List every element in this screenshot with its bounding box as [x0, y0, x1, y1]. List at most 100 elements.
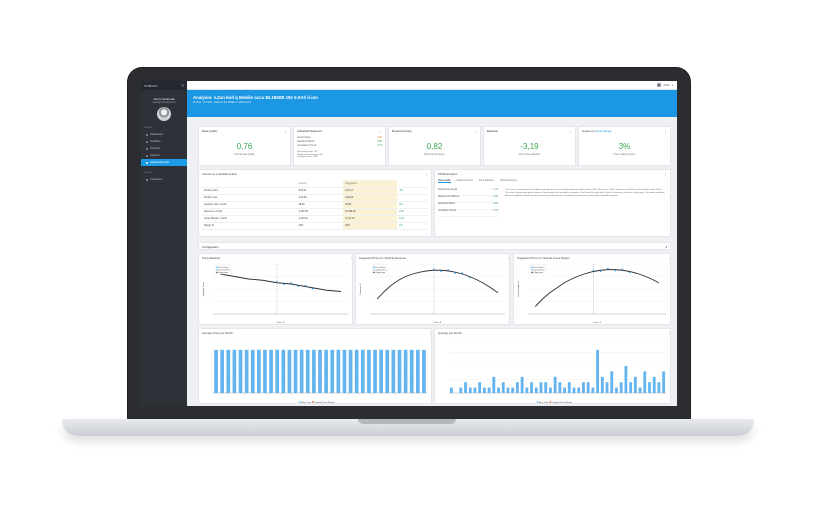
- sidebar-item-products[interactable]: Products: [141, 145, 187, 152]
- kpi-link[interactable]: Gross Margin: [595, 129, 612, 133]
- y-axis-label: Revenue, $: [360, 283, 362, 295]
- chevron-down-icon[interactable]: ▾: [671, 83, 673, 87]
- bar: [643, 371, 647, 393]
- col-header: Suggested: [343, 180, 398, 188]
- bar: [379, 349, 383, 393]
- analysis-icon: [146, 154, 148, 157]
- more-icon[interactable]: ⋮: [569, 129, 572, 133]
- tab-data-quality[interactable]: Data Quality: [438, 180, 451, 183]
- regression-line: [220, 273, 341, 292]
- more-icon[interactable]: ⋮: [664, 129, 667, 133]
- revenue-chart: Suggested Price for Optimal Revenue ⋮ Pric…: [359, 256, 510, 324]
- bar: [624, 366, 628, 393]
- bar: [534, 387, 538, 393]
- topbar-user[interactable]: Artan: [663, 83, 670, 87]
- bar: [515, 382, 519, 393]
- margin-chart: Suggested Price for Optimal Gross Margin…: [517, 256, 671, 324]
- chart-title: Suggested Price for Optimal Gross Margin: [517, 256, 570, 260]
- bar: [422, 349, 426, 393]
- more-icon[interactable]: ⋮: [668, 331, 671, 335]
- tab-model-accuracy[interactable]: Model Accuracy: [456, 180, 473, 182]
- chart-title: Suggested Price for Optimal Revenue: [359, 256, 406, 260]
- more-icon[interactable]: ⋮: [350, 256, 353, 260]
- legend-label: Price Points: [376, 266, 386, 269]
- data-point: [311, 288, 314, 290]
- measure-value: 0,79: [377, 144, 382, 147]
- user-email: trader@company.com: [152, 101, 176, 104]
- sidebar-item-label: Variables: [150, 140, 161, 143]
- configuration-title: Configuration: [202, 245, 219, 249]
- kpi-title: Model Accuracy: [392, 129, 412, 133]
- more-icon[interactable]: ⋮: [379, 129, 382, 133]
- bar: [567, 382, 571, 393]
- legend-label: Regression: [376, 271, 386, 274]
- analysis-results-icon: [146, 161, 148, 164]
- laptop-notch: [358, 419, 456, 424]
- user-panel: Artan Cankimak trader@company.com: [141, 90, 187, 121]
- measure-rows: Good history 0,60 Statistical Model 0,86 C…: [297, 136, 382, 159]
- x-axis-label: Price, $: [434, 321, 442, 324]
- kpi-list-value: 0,94: [493, 196, 498, 198]
- table-cell: 4,90,08: [296, 194, 344, 202]
- bar: [324, 349, 328, 393]
- bar: [232, 349, 237, 393]
- table-cell: 21%: [397, 208, 428, 216]
- sidebar-item-customers[interactable]: Customers: [141, 176, 187, 183]
- bar: [662, 371, 666, 393]
- data-point: [614, 269, 616, 272]
- more-icon[interactable]: ⋮: [284, 129, 287, 133]
- legend-label: Avg. Price: [539, 401, 550, 404]
- measure-value: 0,60: [377, 136, 382, 139]
- menu-toggle-icon[interactable]: ☰: [181, 83, 184, 88]
- more-icon[interactable]: ⋮: [507, 256, 510, 260]
- bar: [360, 349, 365, 393]
- kpi-card-data-quality: Data Quality ⋮ 0,76 Overall data quality: [198, 126, 291, 166]
- bar: [275, 349, 280, 393]
- sidebar-item-label: Analysis: [150, 154, 160, 157]
- bar: [553, 376, 557, 393]
- bar: [572, 387, 576, 393]
- bar: [482, 387, 486, 393]
- legend-label: Price Points: [219, 266, 229, 269]
- bar: [544, 382, 548, 393]
- table-row: Product cost 4,90,08 4,90,08: [202, 194, 428, 202]
- legend-marker: [373, 271, 375, 274]
- bar: [492, 376, 496, 393]
- table-cell: Product price: [202, 187, 297, 195]
- tab-added-measures[interactable]: Added Measures: [499, 180, 518, 182]
- bar: [318, 349, 322, 393]
- tab-price-elasticity[interactable]: Price Elasticity: [478, 180, 494, 182]
- bar: [506, 387, 510, 393]
- legend-marker: [216, 269, 218, 271]
- more-icon[interactable]: ⋮: [668, 256, 671, 260]
- chevron-down-icon[interactable]: ▾: [665, 245, 667, 249]
- sidebar-item-analysis-results[interactable]: Analysis Results: [141, 159, 187, 166]
- legend-marker: [531, 271, 533, 274]
- sidebar-item-dashboard[interactable]: Dashboard: [141, 131, 187, 138]
- sidebar: STIBOON ☰ Artan Cankimak trader@company.…: [141, 81, 187, 406]
- bar: [312, 349, 316, 393]
- bar: [657, 382, 661, 393]
- avatar[interactable]: [157, 107, 171, 121]
- more-icon[interactable]: ⋮: [425, 172, 428, 176]
- quantity-chart: Quantity per Month ⋮ Avg. Price Optimal Pri…: [438, 331, 671, 404]
- table-row: Gross Margin / month 4,143,00 4,714,13 14%: [202, 215, 428, 223]
- topbar: Artan ▾: [187, 81, 677, 90]
- more-icon[interactable]: ⋮: [664, 172, 667, 176]
- sidebar-item-variables[interactable]: Variables: [141, 138, 187, 145]
- user-avatar-icon[interactable]: [657, 83, 662, 87]
- page-title: Analysis: v.Zan kod q Mobile occu BL1850…: [193, 95, 318, 100]
- more-icon[interactable]: ⋮: [429, 331, 432, 335]
- chart-card-quantity: Quantity per Month ⋮ Avg. Price Optimal Pri…: [434, 328, 671, 404]
- bar: [596, 349, 600, 393]
- sidebar-item-analysis[interactable]: Analysis: [141, 152, 187, 159]
- kpi-caption: Price price elasticity: [518, 153, 541, 156]
- kpi-description-card: KPI Description ⋮ Data Quality Model Acc…: [434, 169, 671, 237]
- bar: [385, 349, 390, 393]
- more-icon[interactable]: ⋮: [474, 129, 477, 133]
- kpi-list-label: Data history length: [438, 189, 458, 191]
- legend-box: [529, 264, 547, 275]
- bar: [449, 387, 453, 393]
- configuration-bar[interactable]: Configuration ▾: [198, 242, 671, 250]
